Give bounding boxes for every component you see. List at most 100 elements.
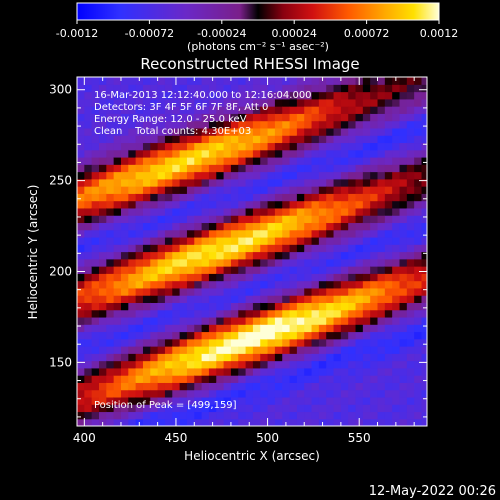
heatmap-cell [238,106,247,114]
heatmap-cell [245,404,254,413]
heatmap-cell [157,200,166,209]
heatmap-cell [164,120,173,129]
heatmap-cell [392,244,401,253]
heatmap-cell [406,287,415,296]
heatmap-cell [186,91,195,100]
heatmap-cell [267,142,276,151]
heatmap-cell [282,164,291,173]
heatmap-cell [91,338,100,347]
heatmap-cell [91,200,100,209]
heatmap-cell [208,127,217,136]
heatmap-cell [370,396,379,405]
heatmap-cell [340,156,349,165]
heatmap-cell [296,309,305,318]
heatmap-cell [348,91,357,100]
heatmap-cell [208,338,217,347]
heatmap-cell [384,186,393,194]
footer-timestamp: 12-May-2022 00:26 [369,484,496,499]
heatmap-cell [135,229,144,238]
heatmap-cell [326,120,335,129]
heatmap-cell [274,309,283,318]
heatmap-cell [406,338,415,347]
heatmap-cell [377,178,386,187]
heatmap-cell [370,91,379,100]
heatmap-cell [201,396,210,405]
colorbar-tick-label: 0.00024 [271,27,317,40]
heatmap-cell [150,171,159,180]
heatmap-cell [164,229,173,238]
heatmap-cell [406,106,415,114]
heatmap-cell [120,84,129,93]
heatmap-cell [164,200,173,209]
heatmap-cell [377,404,386,413]
heatmap-cell [157,236,166,245]
heatmap-cell [223,156,232,165]
heatmap-cell [289,91,298,100]
heatmap-cell [406,324,415,333]
heatmap-cell [157,353,166,362]
heatmap-cell [326,164,335,173]
heatmap-cell [282,120,291,129]
heatmap-cell [348,244,357,253]
heatmap-cell [282,236,291,245]
heatmap-cell [252,171,261,180]
heatmap-cell [333,404,342,413]
heatmap-cell [142,382,151,391]
heatmap-cell [355,207,364,216]
heatmap-cell [201,244,210,253]
heatmap-cell [128,353,137,362]
heatmap-cell [370,135,379,144]
heatmap-cell [399,171,408,180]
heatmap-cell [260,98,269,107]
heatmap-cell [384,287,393,296]
heatmap-cell [406,207,415,216]
heatmap-cell [135,113,144,122]
heatmap-cell [194,295,203,303]
x-tick-label: 500 [256,431,279,445]
heatmap-cell [333,236,342,245]
heatmap-cell [245,266,254,274]
heatmap-cell [201,302,210,311]
heatmap-cell [135,338,144,347]
heatmap-cell [399,120,408,129]
heatmap-cell [252,127,261,136]
heatmap-cell [326,295,335,303]
heatmap-cell [318,149,327,158]
heatmap-cell [260,120,269,129]
heatmap-cell [194,156,203,165]
heatmap-cell [267,411,276,420]
heatmap-cell [377,266,386,274]
heatmap-cell [238,127,247,136]
heatmap-cell [326,171,335,180]
heatmap-cell [340,215,349,224]
heatmap-cell [157,215,166,224]
heatmap-cell [164,266,173,274]
heatmap-cell [362,244,371,253]
heatmap-cell [399,84,408,93]
heatmap-cell [289,287,298,296]
heatmap-cell [230,113,239,122]
heatmap-cell [326,331,335,340]
heatmap-cell [245,142,254,151]
heatmap-cell [106,338,115,347]
heatmap-cell [304,222,313,231]
heatmap-cell [421,149,427,158]
heatmap-cell [399,404,408,413]
heatmap-cell [340,258,349,267]
heatmap-cell [333,91,342,100]
heatmap-cell [274,302,283,311]
heatmap-cell [340,178,349,187]
heatmap-cell [150,77,159,85]
heatmap-cell [223,215,232,224]
heatmap-cell [120,316,129,325]
heatmap-cell [406,178,415,187]
heatmap-cell [216,367,225,376]
heatmap-cell [348,149,357,158]
heatmap-cell [370,207,379,216]
heatmap-cell [296,84,305,93]
heatmap-cell [304,164,313,173]
heatmap-cell [172,367,181,376]
heatmap-cell [362,389,371,398]
heatmap-cell [377,251,386,260]
heatmap-cell [186,251,195,260]
